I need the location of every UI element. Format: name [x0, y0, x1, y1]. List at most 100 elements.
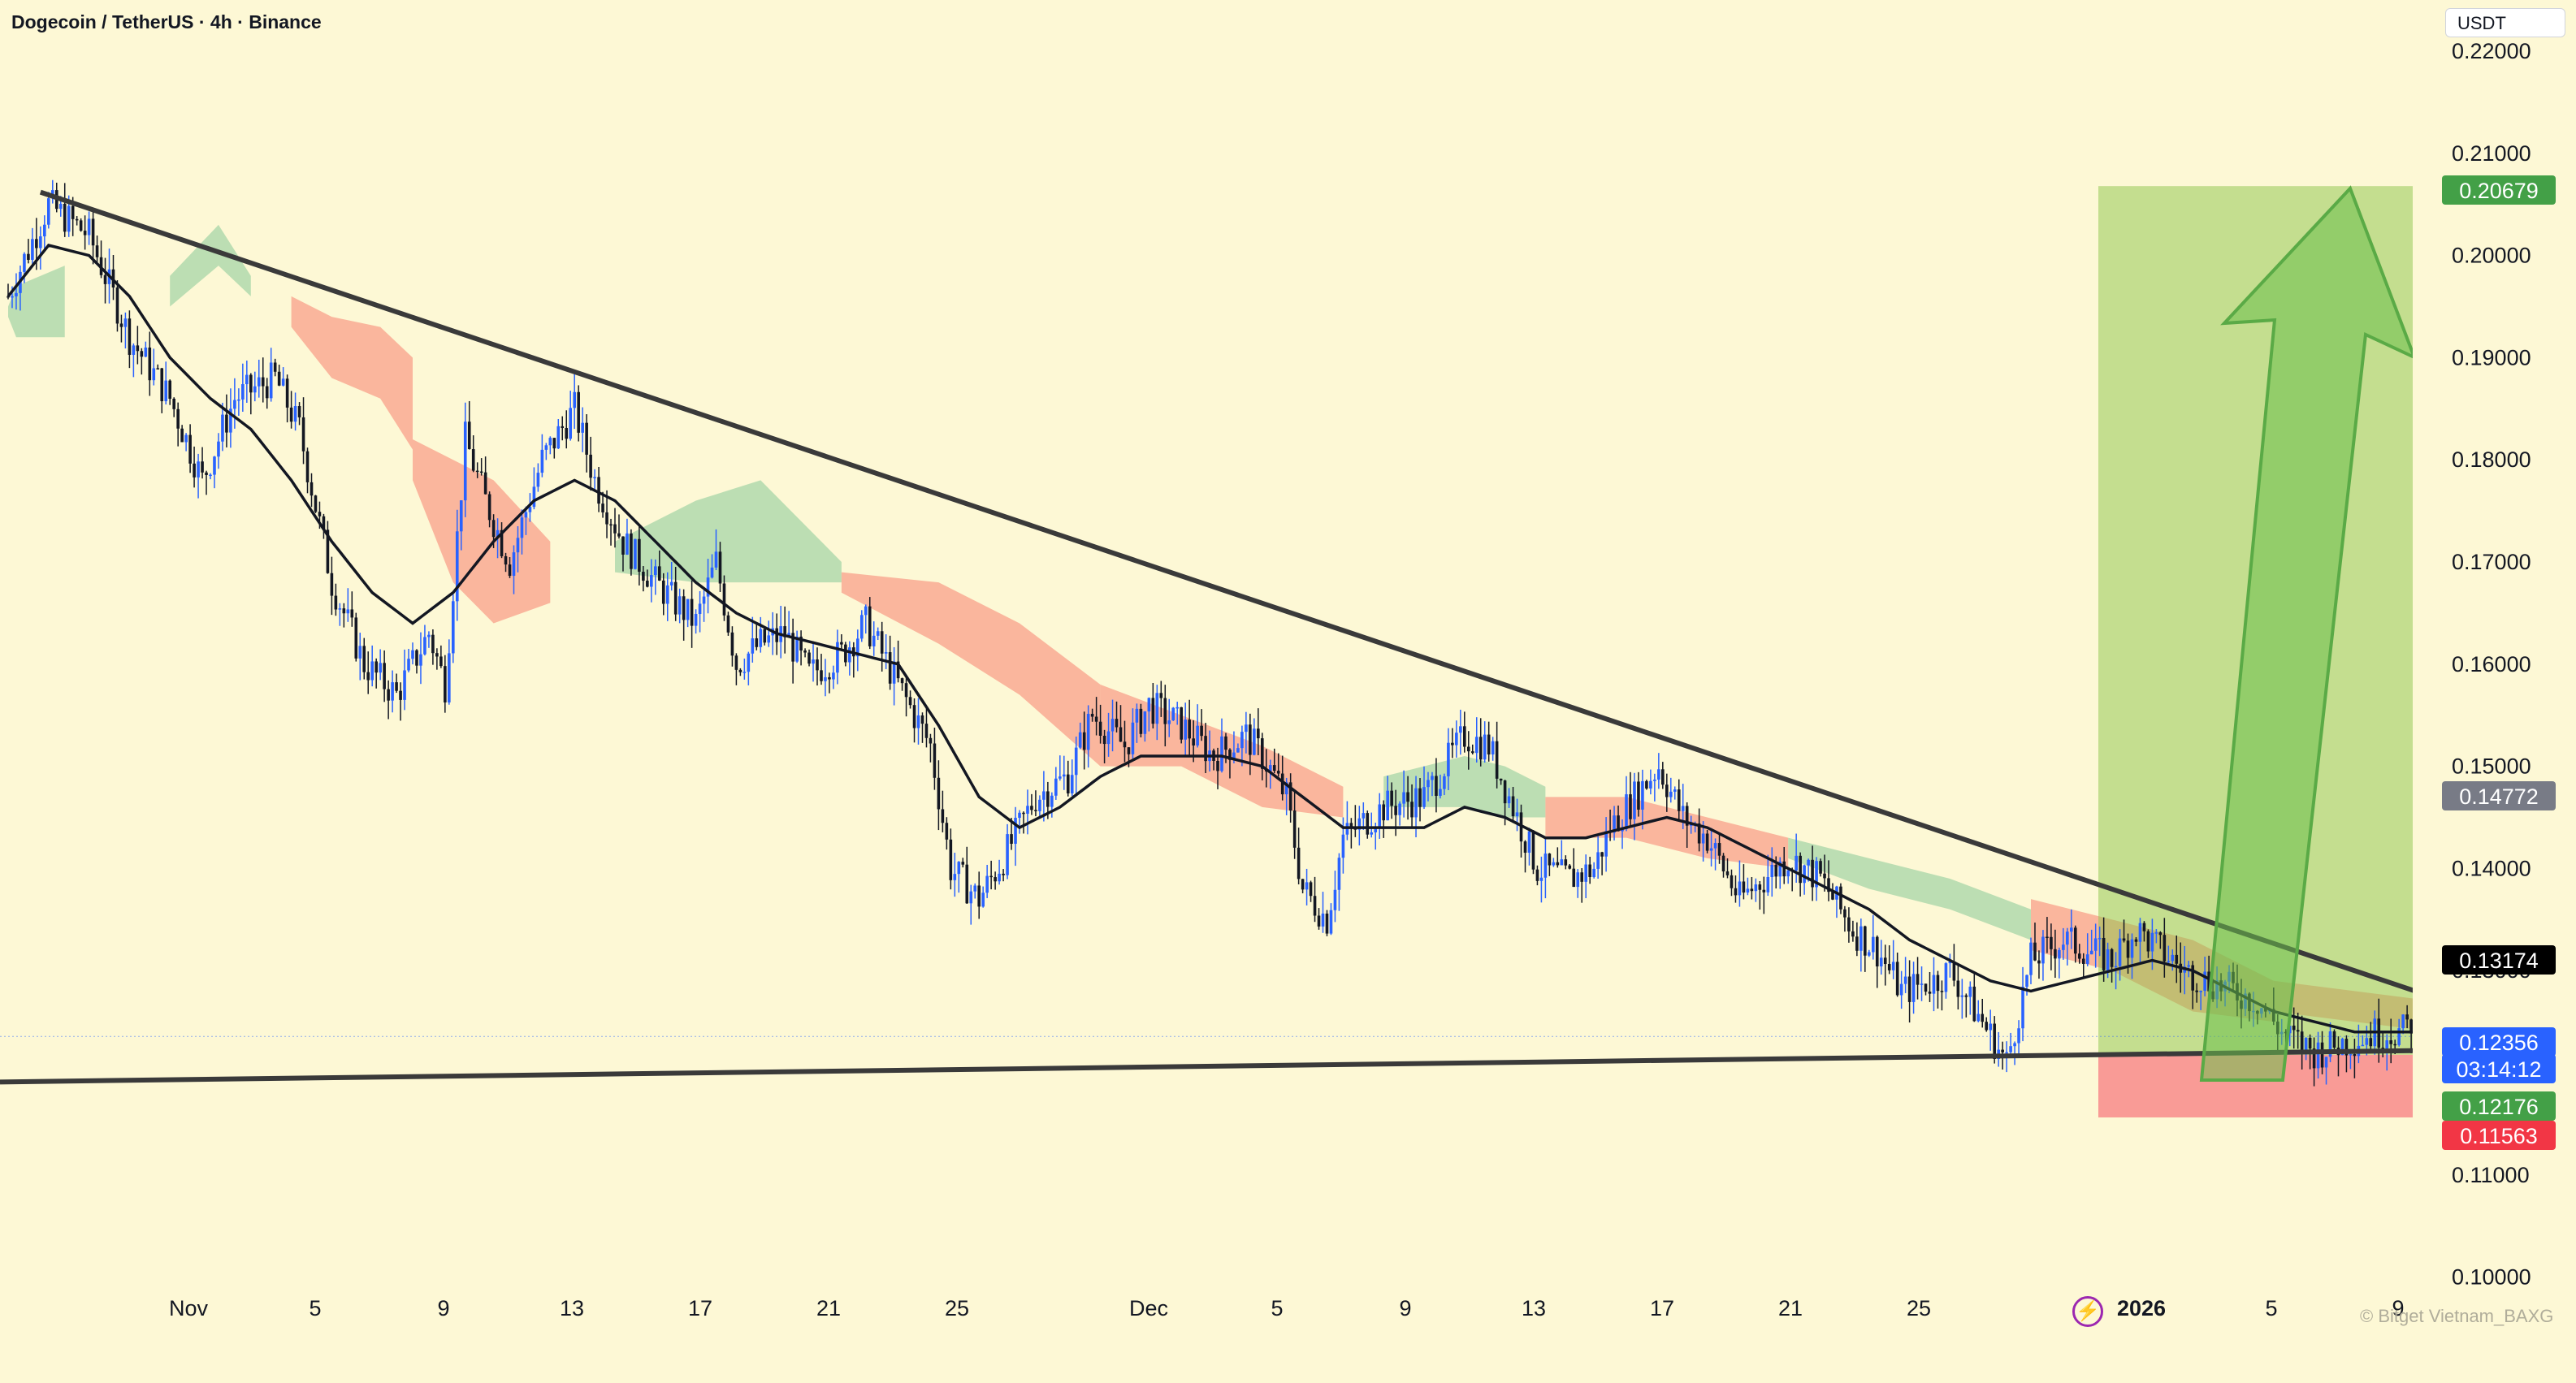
- candle-body[interactable]: [661, 580, 665, 604]
- candle-body[interactable]: [1200, 725, 1203, 737]
- candle-body[interactable]: [1321, 913, 1325, 927]
- candle-body[interactable]: [47, 198, 50, 225]
- candle-body[interactable]: [783, 626, 786, 637]
- candle-body[interactable]: [1333, 889, 1337, 910]
- candle-body[interactable]: [1431, 776, 1434, 780]
- candle-body[interactable]: [2089, 950, 2093, 955]
- candle-body[interactable]: [2150, 932, 2154, 952]
- candle-body[interactable]: [1649, 780, 1652, 789]
- candle-body[interactable]: [2126, 940, 2130, 958]
- candle-body[interactable]: [609, 524, 613, 526]
- candle-body[interactable]: [994, 877, 997, 882]
- candle-body[interactable]: [15, 292, 18, 296]
- candle-body[interactable]: [1928, 992, 1932, 994]
- candle-body[interactable]: [828, 676, 831, 680]
- candle-body[interactable]: [1604, 831, 1608, 857]
- candle-body[interactable]: [330, 573, 334, 596]
- candle-body[interactable]: [277, 371, 281, 386]
- candle-body[interactable]: [1245, 724, 1248, 733]
- candle-body[interactable]: [2073, 927, 2077, 954]
- candle-body[interactable]: [985, 875, 989, 893]
- candle-body[interactable]: [969, 891, 973, 904]
- candle-body[interactable]: [257, 377, 261, 387]
- candle-body[interactable]: [136, 345, 140, 352]
- candle-body[interactable]: [799, 636, 803, 651]
- candle-body[interactable]: [1920, 983, 1924, 985]
- candle-body[interactable]: [747, 653, 751, 672]
- candle-body[interactable]: [856, 638, 859, 657]
- candle-body[interactable]: [820, 670, 823, 681]
- candle-body[interactable]: [1645, 780, 1648, 789]
- candle-body[interactable]: [868, 606, 872, 646]
- candle-body[interactable]: [1511, 796, 1515, 817]
- candle-body[interactable]: [941, 809, 945, 823]
- candle-body[interactable]: [1689, 824, 1693, 826]
- candle-body[interactable]: [205, 472, 208, 475]
- candle-body[interactable]: [1167, 720, 1171, 724]
- candle-body[interactable]: [366, 672, 370, 681]
- candle-body[interactable]: [1580, 872, 1584, 882]
- candle-body[interactable]: [742, 672, 747, 673]
- candle-body[interactable]: [354, 617, 358, 659]
- candle-body[interactable]: [710, 567, 714, 578]
- candle-body[interactable]: [1742, 881, 1746, 893]
- candle-body[interactable]: [2389, 1040, 2393, 1044]
- candle-body[interactable]: [71, 205, 75, 219]
- candle-body[interactable]: [613, 524, 617, 534]
- candle-body[interactable]: [1325, 913, 1329, 934]
- candle-body[interactable]: [1466, 746, 1470, 752]
- candle-body[interactable]: [1617, 815, 1620, 832]
- candle-body[interactable]: [444, 666, 447, 702]
- candle-body[interactable]: [2098, 937, 2102, 940]
- candle-body[interactable]: [2385, 1040, 2389, 1049]
- candle-body[interactable]: [1478, 737, 1483, 760]
- candle-body[interactable]: [2066, 931, 2069, 945]
- candle-body[interactable]: [1171, 707, 1175, 721]
- candle-body[interactable]: [1374, 827, 1378, 832]
- candle-body[interactable]: [1985, 1022, 1989, 1031]
- candle-body[interactable]: [245, 374, 249, 385]
- candle-body[interactable]: [1989, 1023, 1992, 1031]
- candle-body[interactable]: [1734, 888, 1738, 896]
- candle-body[interactable]: [544, 445, 548, 450]
- candle-body[interactable]: [1139, 708, 1143, 734]
- candle-body[interactable]: [156, 368, 160, 370]
- candle-body[interactable]: [35, 239, 38, 249]
- candle-body[interactable]: [115, 287, 119, 324]
- candle-body[interactable]: [1936, 975, 1940, 992]
- candle-body[interactable]: [864, 606, 868, 616]
- candle-body[interactable]: [1106, 731, 1110, 745]
- candle-body[interactable]: [87, 218, 91, 236]
- candle-body[interactable]: [698, 603, 702, 615]
- candle-body[interactable]: [6, 296, 10, 298]
- descending-trendline[interactable]: [39, 189, 2576, 1052]
- candle-body[interactable]: [2070, 927, 2073, 932]
- candle-body[interactable]: [387, 689, 390, 701]
- candle-body[interactable]: [1427, 780, 1430, 788]
- candle-body[interactable]: [326, 529, 330, 573]
- candle-body[interactable]: [2300, 1031, 2304, 1052]
- candle-body[interactable]: [775, 628, 778, 642]
- candle-body[interactable]: [1600, 852, 1604, 857]
- candle-body[interactable]: [1964, 995, 1968, 997]
- candle-body[interactable]: [407, 659, 410, 671]
- candle-body[interactable]: [1180, 707, 1183, 740]
- currency-selector[interactable]: USDT: [2445, 8, 2565, 37]
- candle-body[interactable]: [1192, 738, 1195, 746]
- candle-body[interactable]: [213, 456, 216, 475]
- candle-body[interactable]: [229, 408, 232, 433]
- candle-body[interactable]: [556, 426, 561, 449]
- candle-body[interactable]: [621, 536, 625, 555]
- candle-body[interactable]: [961, 862, 965, 865]
- candle-body[interactable]: [872, 635, 876, 646]
- candle-body[interactable]: [1155, 693, 1159, 724]
- candle-body[interactable]: [904, 683, 908, 698]
- candle-body[interactable]: [920, 715, 924, 724]
- candle-body[interactable]: [1038, 799, 1041, 811]
- candle-body[interactable]: [2054, 949, 2057, 959]
- candle-body[interactable]: [1228, 750, 1232, 760]
- candle-body[interactable]: [180, 428, 184, 443]
- candle-body[interactable]: [1851, 931, 1855, 937]
- candle-body[interactable]: [2292, 1025, 2296, 1031]
- candle-body[interactable]: [1564, 859, 1568, 866]
